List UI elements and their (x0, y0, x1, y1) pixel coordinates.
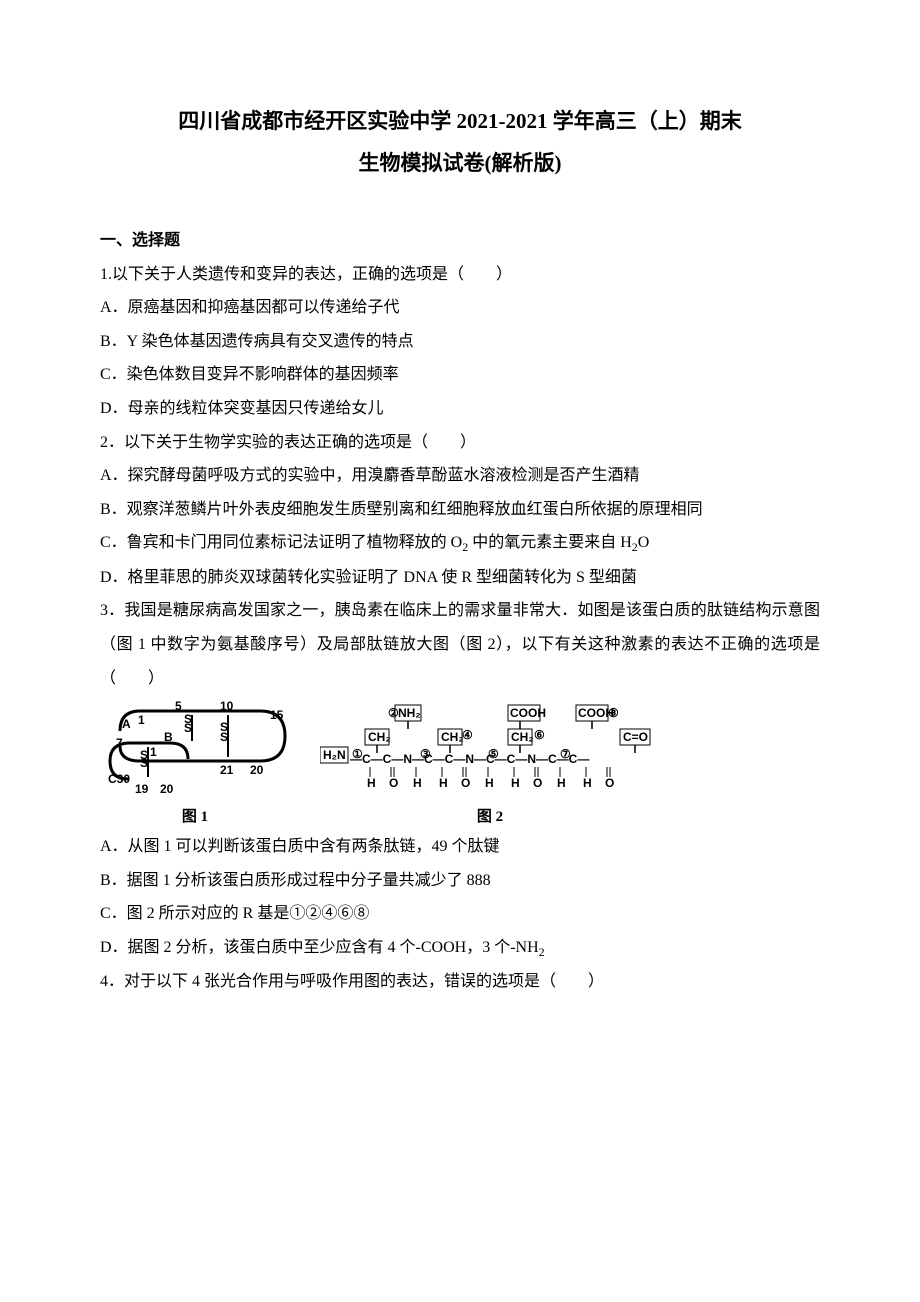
svg-text:COOH: COOH (510, 706, 546, 720)
svg-text:S: S (140, 748, 148, 762)
q3-option-c: C．图 2 所示对应的 R 基是①②④⑥⑧ (100, 897, 820, 931)
svg-text:NH₂: NH₂ (398, 706, 421, 720)
q3-option-b: B．据图 1 分析该蛋白质形成过程中分子量共减少了 888 (100, 864, 820, 898)
title-line-1: 四川省成都市经开区实验中学 2021-2021 学年高三（上）期末 (100, 100, 820, 142)
q2-stem: 2．以下关于生物学实验的表达正确的选项是（ ） (100, 426, 820, 460)
svg-text:C30: C30 (108, 772, 130, 786)
svg-text:H: H (583, 776, 592, 790)
svg-text:④: ④ (462, 728, 473, 742)
fig1-caption: 图 1 (182, 805, 208, 826)
q2-c-mid: 中的氧元素主要来自 H (468, 534, 632, 551)
q2-c-post: O (638, 534, 650, 551)
svg-text:H₂N: H₂N (323, 748, 346, 762)
svg-text:②: ② (388, 706, 399, 720)
q1-option-b: B．Y 染色体基因遗传病具有交叉遗传的特点 (100, 325, 820, 359)
svg-text:H: H (367, 776, 376, 790)
q2-option-b: B．观察洋葱鳞片叶外表皮细胞发生质壁别离和红细胞释放血红蛋白所依据的原理相同 (100, 493, 820, 527)
svg-text:5: 5 (175, 701, 182, 713)
svg-text:O: O (605, 776, 614, 790)
q1-num: 1. (100, 266, 112, 283)
svg-text:20: 20 (250, 763, 264, 777)
svg-text:1: 1 (150, 745, 157, 759)
q2-c-pre: C．鲁宾和卡门用同位素标记法证明了植物释放的 O (100, 534, 462, 551)
q3-option-d: D．据图 2 分析，该蛋白质中至少应含有 4 个-COOH，3 个-NH2 (100, 931, 820, 965)
q1-option-c: C．染色体数目变异不影响群体的基因频率 (100, 358, 820, 392)
svg-text:—C—C—N—C—C—N—C—C—N—C—C—: —C—C—N—C—C—N—C—C—N—C—C— (350, 752, 589, 766)
svg-text:O: O (533, 776, 542, 790)
svg-text:CH₂: CH₂ (368, 730, 391, 744)
section-heading: 一、选择题 (100, 224, 820, 258)
svg-text:C=O: C=O (623, 730, 648, 744)
svg-text:1: 1 (138, 713, 145, 727)
q3-figures: A 1 5 10 15 20 21 B 1 7 19 20 C30 S S S … (100, 701, 820, 826)
svg-text:S: S (184, 712, 192, 726)
svg-text:O: O (389, 776, 398, 790)
svg-text:O: O (461, 776, 470, 790)
svg-text:⑥: ⑥ (534, 728, 545, 742)
q3-d-pre: D．据图 2 分析，该蛋白质中至少应含有 4 个-COOH，3 个-NH (100, 939, 539, 956)
q3-option-a: A．从图 1 可以判断该蛋白质中含有两条肽链，49 个肽键 (100, 830, 820, 864)
figure-2: H₂N CH₂ NH₂ CH₂ COOH CH₂ COOH C=O ① ② ③ … (320, 701, 660, 826)
q1-text: 以下关于人类遗传和变异的表达，正确的选项是（ ） (112, 266, 512, 283)
q1-option-a: A．原癌基因和抑癌基因都可以传递给子代 (100, 291, 820, 325)
figure-1: A 1 5 10 15 20 21 B 1 7 19 20 C30 S S S … (100, 701, 290, 826)
svg-text:A: A (122, 717, 131, 731)
q2-option-c: C．鲁宾和卡门用同位素标记法证明了植物释放的 O2 中的氧元素主要来自 H2O (100, 526, 820, 560)
svg-text:10: 10 (220, 701, 234, 713)
q4-stem: 4．对于以下 4 张光合作用与呼吸作用图的表达，错误的选项是（ ） (100, 965, 820, 999)
q1-stem: 1.以下关于人类遗传和变异的表达，正确的选项是（ ） (100, 258, 820, 292)
fig2-caption: 图 2 (477, 805, 503, 826)
svg-text:H: H (485, 776, 494, 790)
svg-text:S: S (220, 720, 228, 734)
svg-text:15: 15 (270, 708, 284, 722)
q3-d-sub: 2 (539, 945, 545, 959)
page-title: 四川省成都市经开区实验中学 2021-2021 学年高三（上）期末 生物模拟试卷… (100, 100, 820, 184)
svg-text:CH₂: CH₂ (511, 730, 534, 744)
svg-text:CH₂: CH₂ (441, 730, 464, 744)
svg-text:19: 19 (135, 782, 149, 796)
svg-text:20: 20 (160, 782, 174, 796)
q1-option-d: D．母亲的线粒体突变基因只传递给女儿 (100, 392, 820, 426)
title-line-2: 生物模拟试卷(解析版) (100, 142, 820, 184)
svg-text:7: 7 (116, 736, 123, 750)
fig2-svg: H₂N CH₂ NH₂ CH₂ COOH CH₂ COOH C=O ① ② ③ … (320, 701, 660, 801)
svg-text:B: B (164, 730, 173, 744)
svg-text:H: H (511, 776, 520, 790)
svg-text:⑧: ⑧ (608, 706, 619, 720)
q3-stem: 3．我国是糖尿病高发国家之一，胰岛素在临床上的需求量非常大．如图是该蛋白质的肽链… (100, 594, 820, 695)
fig1-svg: A 1 5 10 15 20 21 B 1 7 19 20 C30 S S S … (100, 701, 290, 801)
svg-text:21: 21 (220, 763, 234, 777)
svg-text:H: H (413, 776, 422, 790)
svg-text:H: H (439, 776, 448, 790)
q2-option-a: A．探究酵母菌呼吸方式的实验中，用溴麝香草酚蓝水溶液检测是否产生酒精 (100, 459, 820, 493)
svg-text:H: H (557, 776, 566, 790)
q2-option-d: D．格里菲思的肺炎双球菌转化实验证明了 DNA 使 R 型细菌转化为 S 型细菌 (100, 561, 820, 595)
